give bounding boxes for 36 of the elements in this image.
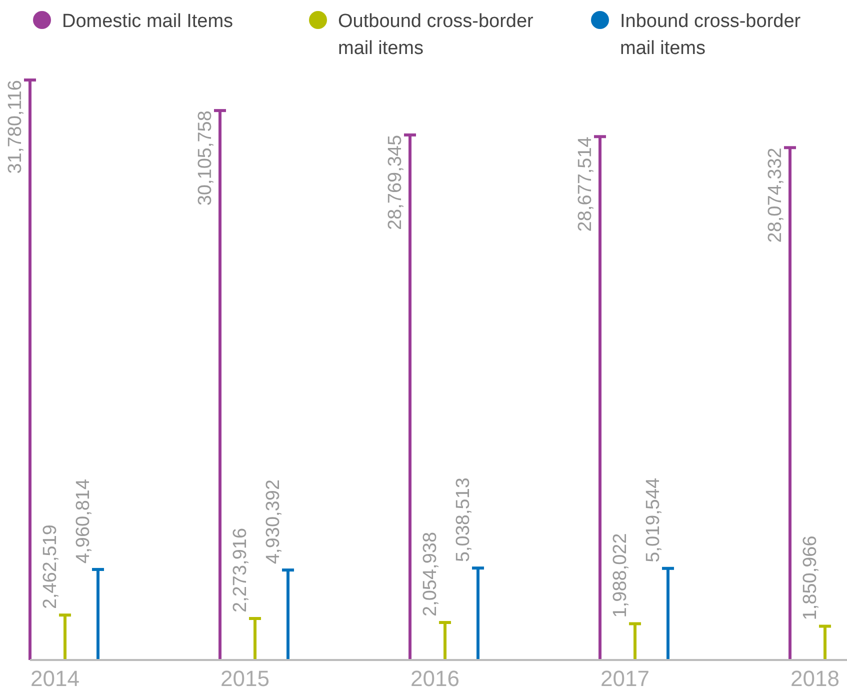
data-label: 28,677,514 bbox=[575, 136, 596, 232]
x-tick-label: 2015 bbox=[220, 666, 270, 691]
x-tick-label: 2014 bbox=[30, 666, 80, 691]
legend-label: Domestic mail Items bbox=[62, 11, 234, 32]
bar bbox=[666, 568, 670, 660]
bar bbox=[64, 615, 66, 660]
data-label: 28,769,345 bbox=[385, 134, 406, 230]
data-label: 5,038,513 bbox=[453, 478, 474, 562]
bar bbox=[408, 134, 412, 660]
bar bbox=[218, 110, 222, 660]
bar bbox=[788, 148, 792, 660]
bar bbox=[824, 626, 826, 660]
data-label: 4,960,814 bbox=[73, 478, 94, 564]
data-label: 2,462,519 bbox=[40, 524, 61, 610]
data-label: 30,105,758 bbox=[195, 110, 216, 206]
data-label: 2,273,916 bbox=[230, 528, 251, 612]
x-tick-label: 2016 bbox=[410, 666, 460, 691]
x-tick-label: 2017 bbox=[600, 666, 650, 691]
bar bbox=[254, 618, 256, 660]
data-label: 31,780,116 bbox=[5, 80, 26, 174]
data-label: 1,988,022 bbox=[610, 533, 631, 618]
data-label: 5,019,544 bbox=[643, 477, 664, 562]
bar bbox=[96, 569, 100, 660]
bar bbox=[28, 80, 32, 660]
data-label: 4,930,392 bbox=[263, 479, 284, 564]
legend-label: Inbound cross-border mail items bbox=[620, 11, 802, 59]
legend-label: Outbound cross-border mail items bbox=[338, 11, 534, 59]
bar bbox=[598, 136, 602, 660]
data-label: 28,074,332 bbox=[765, 148, 786, 243]
bar bbox=[476, 568, 480, 660]
bar bbox=[634, 624, 636, 660]
data-label: 1,850,966 bbox=[800, 536, 821, 620]
data-label: 2,054,938 bbox=[420, 532, 441, 616]
bar bbox=[444, 622, 446, 660]
bar bbox=[286, 570, 290, 660]
x-tick-label: 2018 bbox=[790, 666, 840, 691]
